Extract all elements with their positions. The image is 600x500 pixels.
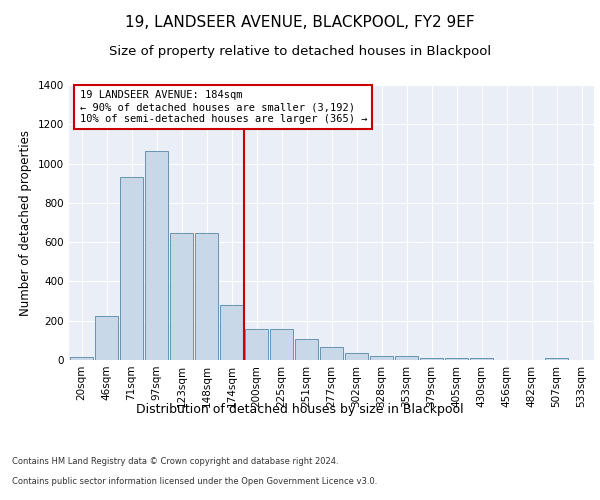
Text: 19, LANDSEER AVENUE, BLACKPOOL, FY2 9EF: 19, LANDSEER AVENUE, BLACKPOOL, FY2 9EF: [125, 15, 475, 30]
Text: Size of property relative to detached houses in Blackpool: Size of property relative to detached ho…: [109, 45, 491, 58]
Text: Contains public sector information licensed under the Open Government Licence v3: Contains public sector information licen…: [12, 478, 377, 486]
Bar: [395, 356, 418, 360]
Bar: [170, 234, 193, 360]
Text: 19 LANDSEER AVENUE: 184sqm
← 90% of detached houses are smaller (3,192)
10% of s: 19 LANDSEER AVENUE: 184sqm ← 90% of deta…: [79, 90, 367, 124]
Bar: [320, 347, 343, 360]
Bar: [370, 356, 393, 360]
Bar: [295, 340, 318, 360]
Bar: [270, 328, 293, 360]
Bar: [545, 358, 568, 360]
Text: Contains HM Land Registry data © Crown copyright and database right 2024.: Contains HM Land Registry data © Crown c…: [12, 458, 338, 466]
Bar: [445, 358, 468, 360]
Bar: [420, 358, 443, 360]
Bar: [220, 305, 243, 360]
Bar: [345, 353, 368, 360]
Bar: [95, 316, 118, 360]
Bar: [145, 151, 168, 360]
Y-axis label: Number of detached properties: Number of detached properties: [19, 130, 32, 316]
Bar: [195, 234, 218, 360]
Bar: [245, 328, 268, 360]
Text: Distribution of detached houses by size in Blackpool: Distribution of detached houses by size …: [136, 402, 464, 415]
Bar: [70, 357, 93, 360]
Bar: [120, 178, 143, 360]
Bar: [470, 358, 493, 360]
